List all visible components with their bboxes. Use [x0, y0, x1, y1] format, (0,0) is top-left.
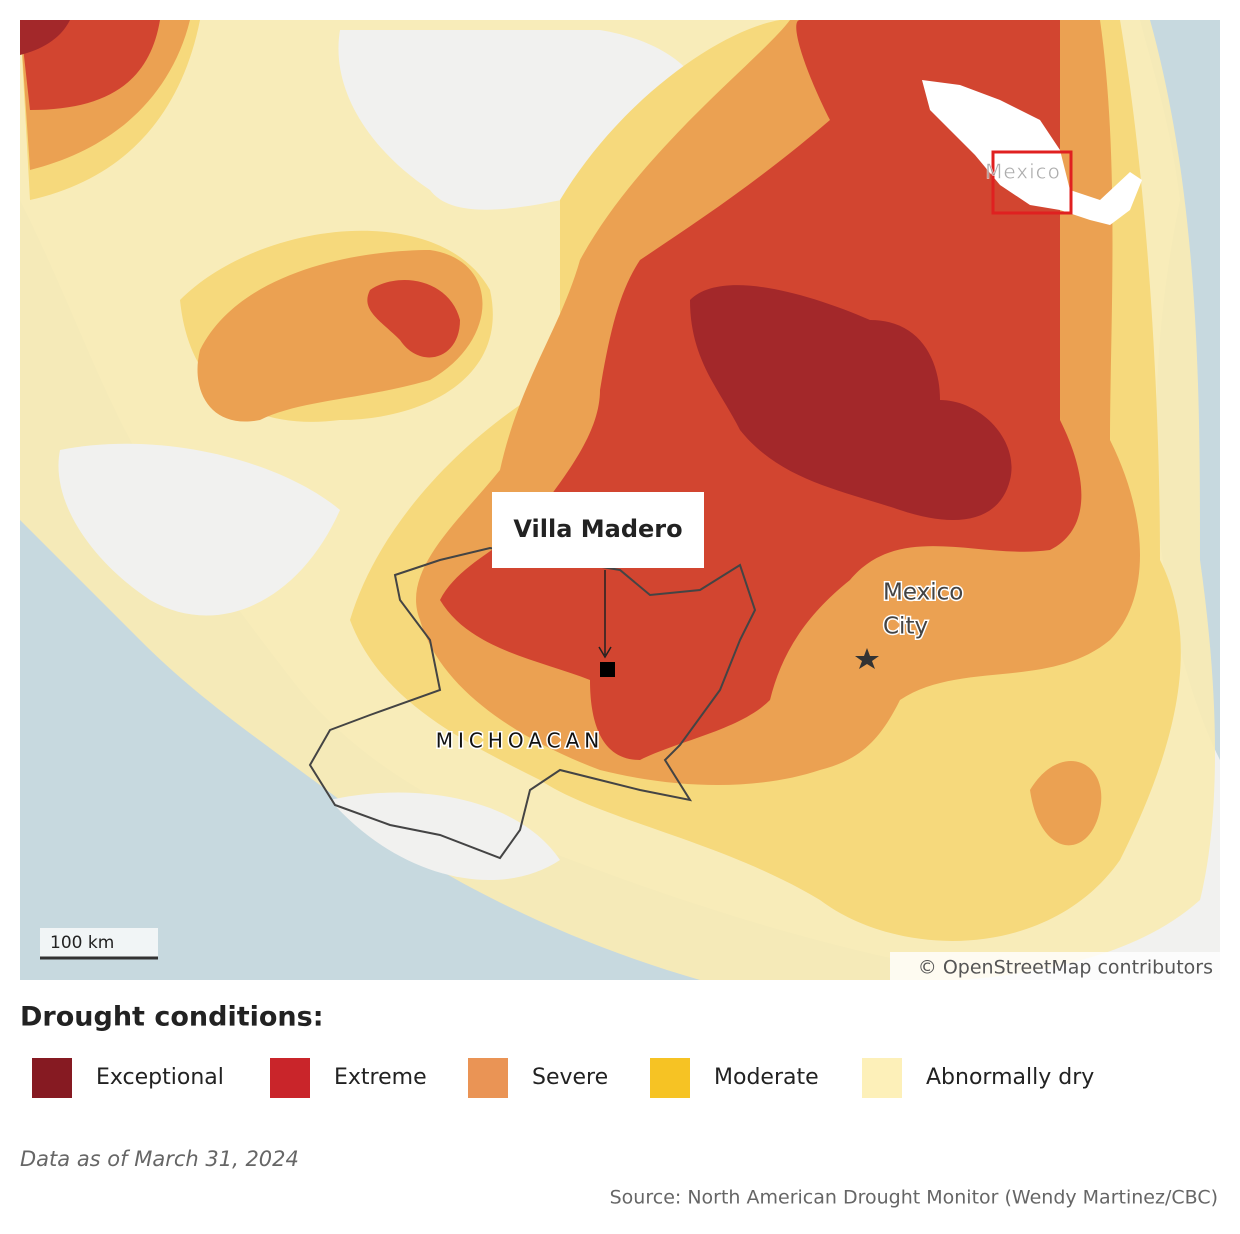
note: Data as of March 31, 2024 — [20, 1147, 299, 1171]
inset-box — [991, 150, 1073, 215]
legend-label: Exceptional — [96, 1065, 224, 1090]
state-border — [308, 546, 757, 860]
legend-swatch — [862, 1058, 902, 1098]
town-marker — [600, 662, 615, 677]
clear-area — [58, 443, 340, 616]
town-callout: Villa Madero — [492, 492, 704, 677]
legend-title: Drought conditions: — [20, 1002, 324, 1033]
capital-label: City — [883, 614, 928, 640]
legend-swatch — [32, 1058, 72, 1098]
capital-star — [855, 648, 879, 669]
legend-swatch — [650, 1058, 690, 1098]
scale-label: 100 km — [50, 933, 114, 953]
inset-label: Mexico — [985, 160, 1061, 184]
source: Source: North American Drought Monitor (… — [610, 1187, 1218, 1209]
legend: Exceptional Extreme Severe Moderate Abnormal… — [32, 1058, 1094, 1098]
legend-swatch — [468, 1058, 508, 1098]
sea — [20, 200, 900, 980]
town-label: Villa Madero — [513, 515, 682, 543]
extreme — [20, 20, 1082, 760]
severe — [1030, 761, 1102, 846]
exceptional — [20, 20, 1012, 520]
inset-map: Mexico — [922, 80, 1142, 225]
state-label: MICHOACAN — [436, 729, 605, 753]
attribution-box — [890, 952, 1220, 980]
attribution: © OpenStreetMap contributors — [918, 957, 1213, 979]
scale-box — [40, 928, 158, 958]
arrow-head — [598, 646, 612, 659]
capital-label: Mexico — [883, 580, 963, 606]
callout-box — [492, 492, 704, 568]
map: Mexico Villa Madero MICHOACAN Mexico Cit… — [20, 20, 1220, 980]
legend-label: Abnormally dry — [926, 1065, 1094, 1090]
legend-label: Extreme — [334, 1065, 427, 1090]
legend-swatch — [270, 1058, 310, 1098]
legend-label: Moderate — [714, 1065, 819, 1090]
legend-label: Severe — [532, 1065, 608, 1090]
